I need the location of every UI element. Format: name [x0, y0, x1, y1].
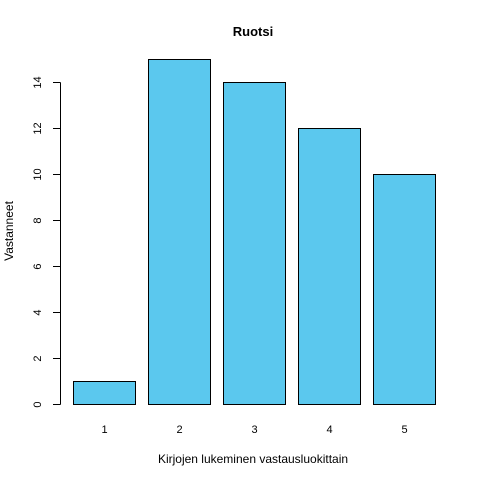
y-tick-label-14: 14 — [32, 76, 44, 88]
bars-group — [73, 59, 436, 405]
x-axis-label: Kirjojen lukeminen vastausluokittain — [158, 452, 348, 466]
y-tick-label-8: 8 — [32, 217, 44, 223]
y-axis: 0 2 4 6 8 10 12 14 — [32, 76, 61, 408]
bar-3 — [223, 82, 286, 405]
y-tick-label-6: 6 — [32, 263, 44, 269]
y-tick-label-10: 10 — [32, 168, 44, 180]
chart-title: Ruotsi — [233, 24, 273, 39]
bar-5 — [373, 174, 436, 405]
bar-1 — [73, 381, 136, 405]
x-tick-label-4: 4 — [326, 424, 332, 436]
bar-2 — [148, 59, 211, 405]
y-axis-label: Vastanneet — [2, 200, 16, 260]
y-tick-label-2: 2 — [32, 355, 44, 361]
x-tick-label-5: 5 — [401, 424, 407, 436]
x-tick-label-2: 2 — [176, 424, 182, 436]
x-tick-labels: 1 2 3 4 5 — [101, 424, 407, 436]
y-tick-label-0: 0 — [32, 401, 44, 407]
x-tick-label-3: 3 — [251, 424, 257, 436]
bar-4 — [298, 128, 361, 405]
y-tick-label-12: 12 — [32, 122, 44, 134]
x-tick-label-1: 1 — [101, 424, 107, 436]
y-tick-label-4: 4 — [32, 309, 44, 315]
